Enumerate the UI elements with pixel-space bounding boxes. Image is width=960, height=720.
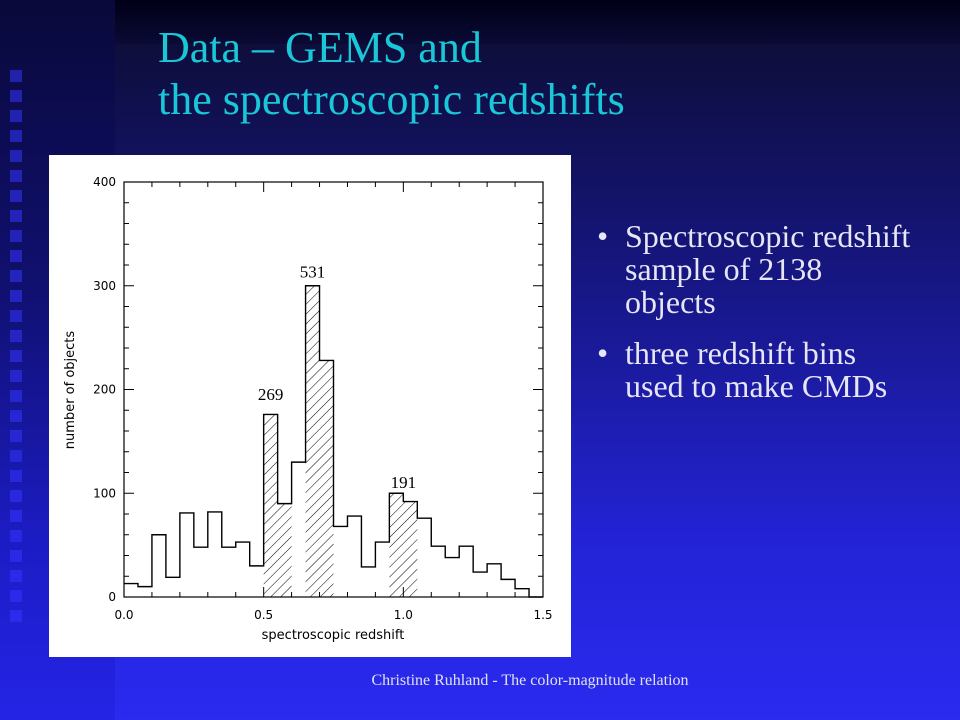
decor-square [10, 150, 22, 162]
decor-square [10, 290, 22, 302]
hatched-bin [263, 414, 278, 597]
x-tick-label: 1.0 [394, 608, 413, 622]
decor-square [10, 510, 22, 522]
decor-square [10, 310, 22, 322]
decor-square [10, 210, 22, 222]
decor-square [10, 90, 22, 102]
y-tick-label: 400 [93, 175, 116, 189]
decor-square [10, 470, 22, 482]
y-tick-label: 0 [108, 590, 116, 604]
redshift-histogram: 0.0 0.5 1.0 1.5 0 100 200 300 400 spectroscopic … [63, 175, 553, 643]
bin-count-annotation: 531 [300, 262, 326, 281]
decor-squares [10, 70, 30, 630]
y-tick-label: 200 [93, 383, 116, 397]
y-axis-label: number of objects [63, 331, 78, 450]
y-tick-label: 300 [93, 279, 116, 293]
decor-square [10, 110, 22, 122]
decor-square [10, 330, 22, 342]
hatched-bin [403, 501, 418, 597]
hatched-bin [389, 493, 404, 597]
decor-square [10, 570, 22, 582]
decor-square [10, 190, 22, 202]
decor-square [10, 170, 22, 182]
hatched-bin [319, 360, 334, 597]
slide-footer: Christine Ruhland - The color-magnitude … [371, 672, 689, 689]
decor-square [10, 370, 22, 382]
decor-square [10, 430, 22, 442]
bin-count-annotation: 191 [391, 473, 417, 492]
decor-square [10, 350, 22, 362]
slide-title: Data – GEMS and the spectroscopic redshi… [158, 22, 625, 126]
x-tick-label: 1.5 [533, 608, 552, 622]
decor-square [10, 490, 22, 502]
top-bar [115, 0, 960, 44]
decor-square [10, 410, 22, 422]
decor-square [10, 530, 22, 542]
title-line-1: Data – GEMS and [158, 23, 482, 72]
bullet-item: three redshift bins used to make CMDs [595, 337, 915, 403]
hatched-bin [305, 285, 320, 597]
histogram-outline [124, 285, 543, 598]
bullet-list: Spectroscopic redshift sample of 2138 ob… [595, 220, 915, 421]
bullet-item: Spectroscopic redshift sample of 2138 ob… [595, 220, 915, 319]
decor-square [10, 450, 22, 462]
hatched-bin [277, 503, 292, 597]
decor-square [10, 230, 22, 242]
y-tick-label: 100 [93, 486, 116, 500]
bin-count-annotation: 269 [258, 385, 284, 404]
decor-square [10, 550, 22, 562]
decor-square [10, 590, 22, 602]
decor-square [10, 70, 22, 82]
decor-square [10, 390, 22, 402]
title-line-2: the spectroscopic redshifts [158, 75, 625, 124]
x-tick-label: 0.5 [254, 608, 273, 622]
x-tick-label: 0.0 [114, 608, 133, 622]
histogram-panel: 0.0 0.5 1.0 1.5 0 100 200 300 400 spectroscopic … [49, 155, 571, 657]
decor-square [10, 610, 22, 622]
decor-square [10, 130, 22, 142]
x-axis-label: spectroscopic redshift [262, 628, 405, 643]
decor-square [10, 270, 22, 282]
decor-square [10, 250, 22, 262]
